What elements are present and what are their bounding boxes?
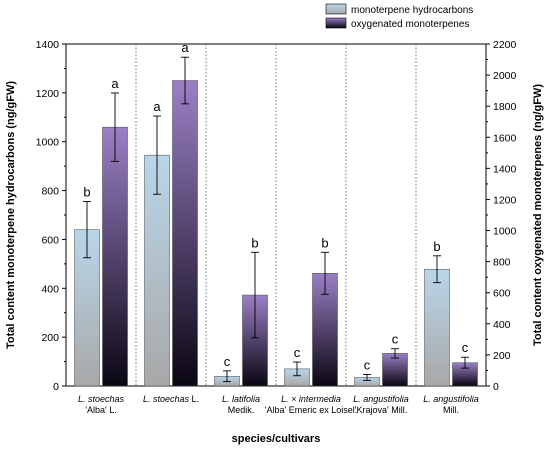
x-tick-label: L. angustifolia bbox=[423, 394, 479, 404]
right-y-axis: 0 200 400 600 800 1000 1200 1400 1600 1800 2000 220… bbox=[486, 39, 517, 393]
right-y-tick-label: 1200 bbox=[493, 194, 517, 206]
left-y-tick-label: 1200 bbox=[36, 88, 60, 100]
right-y-tick-label: 600 bbox=[493, 288, 511, 300]
bars: b a a a c b c b c c b c bbox=[74, 40, 478, 387]
x-tick-label: L. stoechas bbox=[78, 394, 125, 404]
x-tick-label: L. latifolia bbox=[222, 394, 260, 404]
oxygenated-bar bbox=[102, 126, 128, 387]
x-tick-labels: L. stoechas'Alba' L. L. stoechas L. L. lat… bbox=[78, 394, 479, 415]
left-y-tick-label: 800 bbox=[41, 186, 59, 198]
legend-swatch-monoterpene-hydrocarbons bbox=[325, 3, 347, 15]
right-y-tick-label: 1000 bbox=[493, 226, 517, 238]
x-tick-label: L. × intermedia bbox=[281, 394, 341, 404]
x-axis-title: species/cultivars bbox=[232, 433, 321, 445]
left-y-axis-title: Total content monoterpene hydrocarbons (… bbox=[5, 81, 17, 349]
left-y-tick-label: 600 bbox=[41, 234, 59, 246]
left-y-tick-label: 200 bbox=[41, 332, 59, 344]
left-y-tick-label: 0 bbox=[53, 381, 59, 393]
oxygenated-bar bbox=[172, 80, 198, 387]
oxygenated-significance-letter: c bbox=[392, 332, 399, 347]
hydrocarbons-significance-letter: c bbox=[224, 354, 231, 369]
left-y-tick-label: 1000 bbox=[36, 137, 60, 149]
right-y-tick-label: 1800 bbox=[493, 101, 517, 113]
right-y-tick-label: 2000 bbox=[493, 70, 517, 82]
legend: monoterpene hydrocarbons oxygenated mono… bbox=[325, 3, 473, 30]
right-y-tick-label: 400 bbox=[493, 319, 511, 331]
oxygenated-significance-letter: b bbox=[321, 235, 328, 250]
right-y-tick-label: 2200 bbox=[493, 39, 517, 51]
oxygenated-significance-letter: b bbox=[251, 235, 258, 250]
x-tick-label: L. stoechas L. bbox=[143, 394, 199, 404]
right-y-tick-label: 1600 bbox=[493, 132, 517, 144]
left-y-tick-label: 1400 bbox=[36, 39, 60, 51]
left-y-tick-label: 400 bbox=[41, 283, 59, 295]
hydrocarbons-significance-letter: c bbox=[364, 358, 371, 373]
oxygenated-significance-letter: a bbox=[181, 40, 189, 55]
x-tick-label-line2: 'Alba' L. bbox=[85, 405, 116, 415]
category-separators bbox=[135, 44, 417, 386]
right-y-tick-label: 1400 bbox=[493, 163, 517, 175]
right-y-axis-title: Total content oxygenated monoterpenes (n… bbox=[532, 84, 544, 346]
legend-swatch-oxygenated-monoterpenes bbox=[325, 17, 347, 29]
x-tick-label-line2: 'Krajova' Mill. bbox=[355, 405, 407, 415]
oxygenated-significance-letter: c bbox=[462, 340, 469, 355]
left-y-axis: 0 200 400 600 800 1000 1200 1400 bbox=[36, 39, 66, 393]
right-y-tick-label: 0 bbox=[493, 381, 499, 393]
hydrocarbons-significance-letter: c bbox=[294, 345, 301, 360]
right-y-tick-label: 800 bbox=[493, 257, 511, 269]
legend-label-oxygenated-monoterpenes: oxygenated monoterpenes bbox=[351, 19, 469, 30]
hydrocarbons-significance-letter: a bbox=[153, 99, 161, 114]
x-tick-label-line2: Medik. bbox=[228, 405, 255, 415]
hydrocarbons-significance-letter: b bbox=[433, 239, 440, 254]
x-tick-label-line2: Mill. bbox=[443, 405, 459, 415]
x-tick-label-line2: 'Alba' Emeric ex Loisel. bbox=[265, 405, 357, 415]
hydrocarbons-bar bbox=[424, 268, 450, 387]
legend-label-monoterpene-hydrocarbons: monoterpene hydrocarbons bbox=[351, 5, 473, 16]
x-tick-label: L. angustifolia bbox=[353, 394, 409, 404]
hydrocarbons-significance-letter: b bbox=[83, 185, 90, 200]
right-y-tick-label: 200 bbox=[493, 350, 511, 362]
oxygenated-significance-letter: a bbox=[111, 76, 119, 91]
